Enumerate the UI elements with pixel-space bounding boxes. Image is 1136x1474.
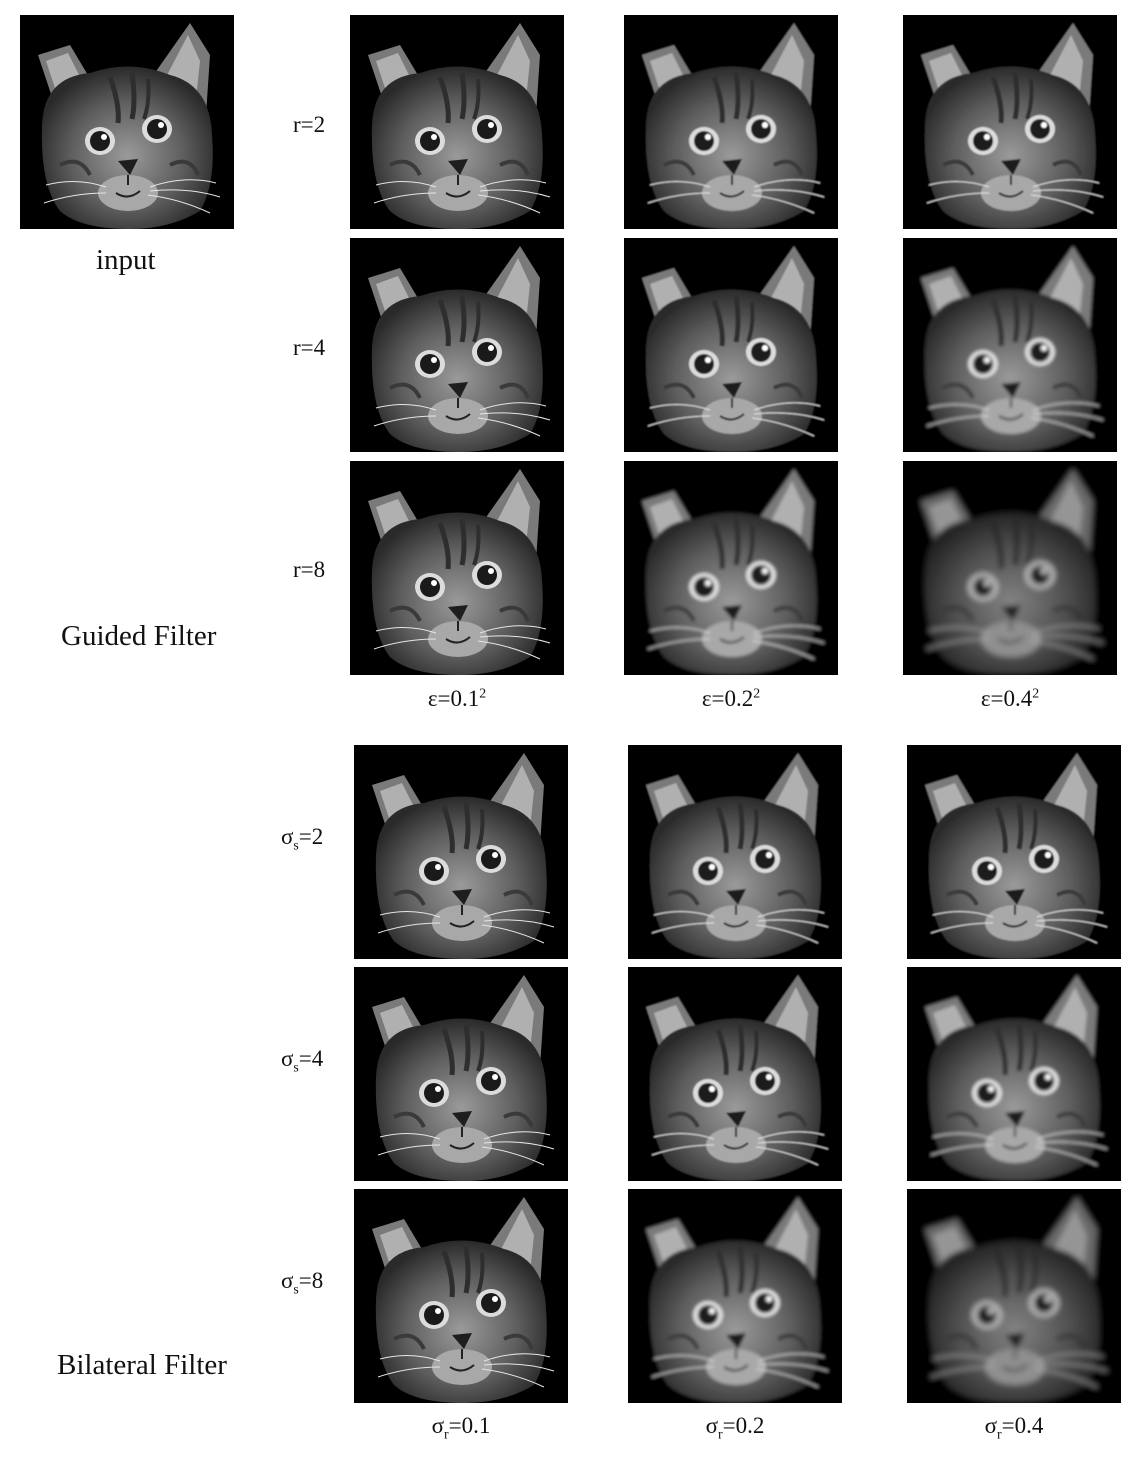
bilateral-col-label-base: σ [431, 1413, 445, 1438]
guided-filter-title: Guided Filter [61, 620, 217, 652]
bilateral-row-label-base: σ [281, 824, 294, 849]
guided-result-image [624, 15, 838, 229]
guided-result-image [624, 461, 838, 675]
bilateral-result-image [628, 1189, 842, 1403]
bilateral-result-image [628, 967, 842, 1181]
bilateral-result-image [354, 967, 568, 1181]
bilateral-col-label-sub: r [718, 1426, 723, 1442]
guided-col-label-base: ε=0.1 [427, 686, 480, 711]
bilateral-col-label: σr=0.1 [354, 1413, 568, 1441]
bilateral-col-label-base: σ [984, 1413, 998, 1438]
guided-col-label-sup: 2 [1032, 685, 1040, 701]
bilateral-filter-title: Bilateral Filter [57, 1349, 227, 1381]
guided-col-label: ε=0.12 [350, 685, 564, 711]
guided-row-label: r=8 [293, 557, 326, 582]
bilateral-result-image [354, 1189, 568, 1403]
bilateral-row-label-rest: =2 [298, 824, 324, 849]
guided-col-label-base: ε=0.2 [701, 686, 754, 711]
guided-col-label: ε=0.42 [903, 685, 1117, 711]
bilateral-col-label-rest: =0.1 [448, 1413, 491, 1438]
bilateral-row-label-sub: s [293, 837, 299, 853]
guided-result-image [350, 15, 564, 229]
guided-row-label: r=2 [293, 112, 326, 137]
bilateral-col-label-sub: r [444, 1426, 449, 1442]
bilateral-row-label: σs=8 [281, 1268, 324, 1296]
guided-result-image [903, 15, 1117, 229]
input-label: input [96, 244, 156, 276]
bilateral-result-image [907, 967, 1121, 1181]
bilateral-row-label: σs=2 [281, 824, 324, 852]
bilateral-row-label-sub: s [293, 1281, 299, 1297]
bilateral-result-image [907, 1189, 1121, 1403]
guided-col-label-base: ε=0.4 [980, 686, 1033, 711]
guided-result-image [350, 461, 564, 675]
bilateral-col-label-base: σ [705, 1413, 719, 1438]
guided-row-label: r=4 [293, 335, 326, 360]
bilateral-row-label-rest: =4 [298, 1046, 324, 1071]
bilateral-result-image [907, 745, 1121, 959]
bilateral-result-image [354, 745, 568, 959]
bilateral-col-label: σr=0.4 [907, 1413, 1121, 1441]
bilateral-row-label-rest: =8 [298, 1268, 324, 1293]
bilateral-row-label-base: σ [281, 1268, 294, 1293]
guided-result-image [903, 238, 1117, 452]
guided-col-label-sup: 2 [753, 685, 761, 701]
guided-result-image [624, 238, 838, 452]
guided-result-image [903, 461, 1117, 675]
bilateral-row-label: σs=4 [281, 1046, 324, 1074]
bilateral-result-image [628, 745, 842, 959]
bilateral-col-label-rest: =0.4 [1001, 1413, 1044, 1438]
guided-col-label: ε=0.22 [624, 685, 838, 711]
bilateral-row-label-base: σ [281, 1046, 294, 1071]
guided-col-label-sup: 2 [479, 685, 487, 701]
bilateral-col-label-rest: =0.2 [722, 1413, 765, 1438]
input-image [20, 15, 234, 229]
guided-result-image [350, 238, 564, 452]
bilateral-row-label-sub: s [293, 1059, 299, 1075]
bilateral-col-label-sub: r [997, 1426, 1002, 1442]
bilateral-col-label: σr=0.2 [628, 1413, 842, 1441]
